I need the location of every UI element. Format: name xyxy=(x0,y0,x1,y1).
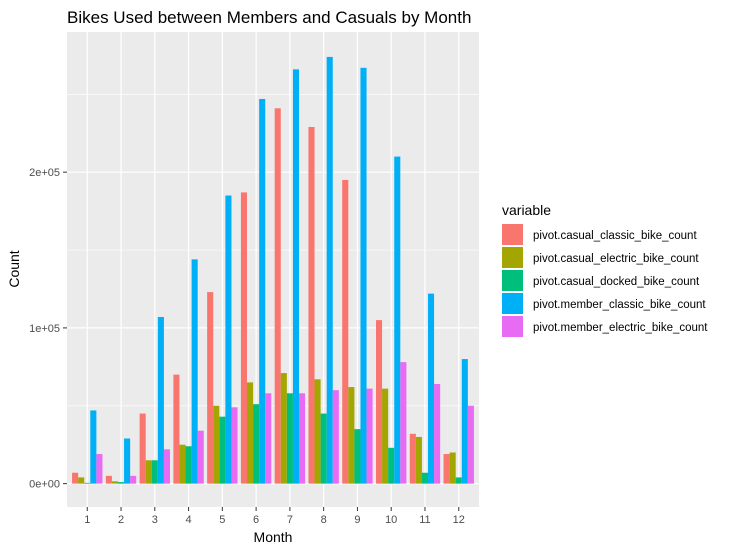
bar xyxy=(449,452,456,484)
legend-key xyxy=(502,247,523,268)
x-tick-label: 5 xyxy=(219,514,225,526)
bar xyxy=(428,293,435,484)
legend-key xyxy=(502,293,523,314)
x-tick-label: 11 xyxy=(419,514,430,526)
bar xyxy=(253,404,260,484)
legend-key xyxy=(502,270,523,291)
x-tick-label: 6 xyxy=(253,514,259,526)
bar xyxy=(455,477,462,484)
bar xyxy=(246,382,254,484)
bar xyxy=(225,195,232,484)
x-tick-label: 10 xyxy=(385,514,397,526)
bar xyxy=(185,446,192,484)
bar-series xyxy=(72,56,474,484)
bar xyxy=(78,477,85,484)
legend-title: variable xyxy=(502,202,551,218)
bar xyxy=(354,429,361,484)
bar xyxy=(231,407,238,484)
bar xyxy=(274,108,281,484)
legend-label: pivot.casual_electric_bike_count xyxy=(533,253,699,265)
legend: variable pivot.casual_classic_bike_count… xyxy=(502,202,708,337)
x-axis-ticks: 1 2 3 4 5 6 7 8 9 10 11 12 xyxy=(84,507,465,526)
bar xyxy=(111,481,118,484)
legend-key xyxy=(502,316,523,337)
bar xyxy=(163,449,170,484)
bar xyxy=(173,374,180,484)
bar xyxy=(292,69,300,484)
x-tick-label: 3 xyxy=(152,514,158,526)
bar xyxy=(415,436,422,484)
bar xyxy=(207,292,214,484)
x-axis-title: Month xyxy=(254,529,293,545)
bar xyxy=(382,388,389,484)
bar xyxy=(191,259,198,484)
bar xyxy=(72,472,79,484)
legend-label: pivot.member_electric_bike_count xyxy=(533,322,708,334)
x-tick-label: 9 xyxy=(354,514,360,526)
bar xyxy=(467,405,474,484)
plot-panel xyxy=(67,32,479,507)
bar xyxy=(84,482,91,484)
bar xyxy=(145,460,152,484)
legend-label: pivot.casual_classic_bike_count xyxy=(533,230,697,242)
bar xyxy=(179,444,186,484)
bar xyxy=(240,192,247,484)
bar xyxy=(421,472,429,484)
bar xyxy=(461,359,468,484)
x-tick-label: 7 xyxy=(287,514,293,526)
bar xyxy=(219,416,226,484)
bar xyxy=(286,393,293,484)
bar xyxy=(139,413,146,484)
bar xyxy=(105,475,112,484)
bar xyxy=(394,156,401,484)
bar xyxy=(326,56,333,484)
y-axis-title: Count xyxy=(6,250,22,287)
bar xyxy=(400,362,407,484)
bar xyxy=(360,67,367,484)
bar xyxy=(151,460,158,484)
bar xyxy=(308,127,315,484)
bar xyxy=(130,475,137,484)
legend-label: pivot.member_classic_bike_count xyxy=(533,299,706,311)
bar xyxy=(342,179,349,484)
bar xyxy=(409,433,416,484)
bar xyxy=(348,387,355,484)
bar xyxy=(265,393,272,484)
bar xyxy=(157,317,164,484)
x-tick-label: 4 xyxy=(186,514,192,526)
bar xyxy=(96,454,103,484)
bar xyxy=(366,388,373,484)
legend-label: pivot.casual_docked_bike_count xyxy=(533,276,700,288)
bar xyxy=(443,454,450,484)
y-tick-label: 0e+00 xyxy=(29,479,60,491)
x-tick-label: 1 xyxy=(84,514,90,526)
x-tick-label: 12 xyxy=(453,514,465,526)
bar xyxy=(320,413,327,484)
legend-key xyxy=(502,224,523,245)
bar xyxy=(213,405,220,484)
x-tick-label: 2 xyxy=(118,514,124,526)
bar xyxy=(376,320,383,484)
bar xyxy=(259,98,266,484)
bar xyxy=(280,373,287,484)
bar xyxy=(434,383,441,484)
chart-title: Bikes Used between Members and Casuals b… xyxy=(67,8,471,27)
x-tick-label: 8 xyxy=(321,514,327,526)
bar xyxy=(197,430,204,484)
y-tick-label: 2e+05 xyxy=(29,167,60,179)
bar xyxy=(388,447,395,484)
bar xyxy=(90,410,97,484)
bar xyxy=(332,390,339,484)
bar xyxy=(314,379,321,484)
y-tick-label: 1e+05 xyxy=(29,323,60,335)
bar xyxy=(299,393,306,484)
bar xyxy=(124,438,131,484)
y-axis-ticks: 0e+00 1e+05 2e+05 xyxy=(29,167,67,491)
bar xyxy=(117,482,125,484)
